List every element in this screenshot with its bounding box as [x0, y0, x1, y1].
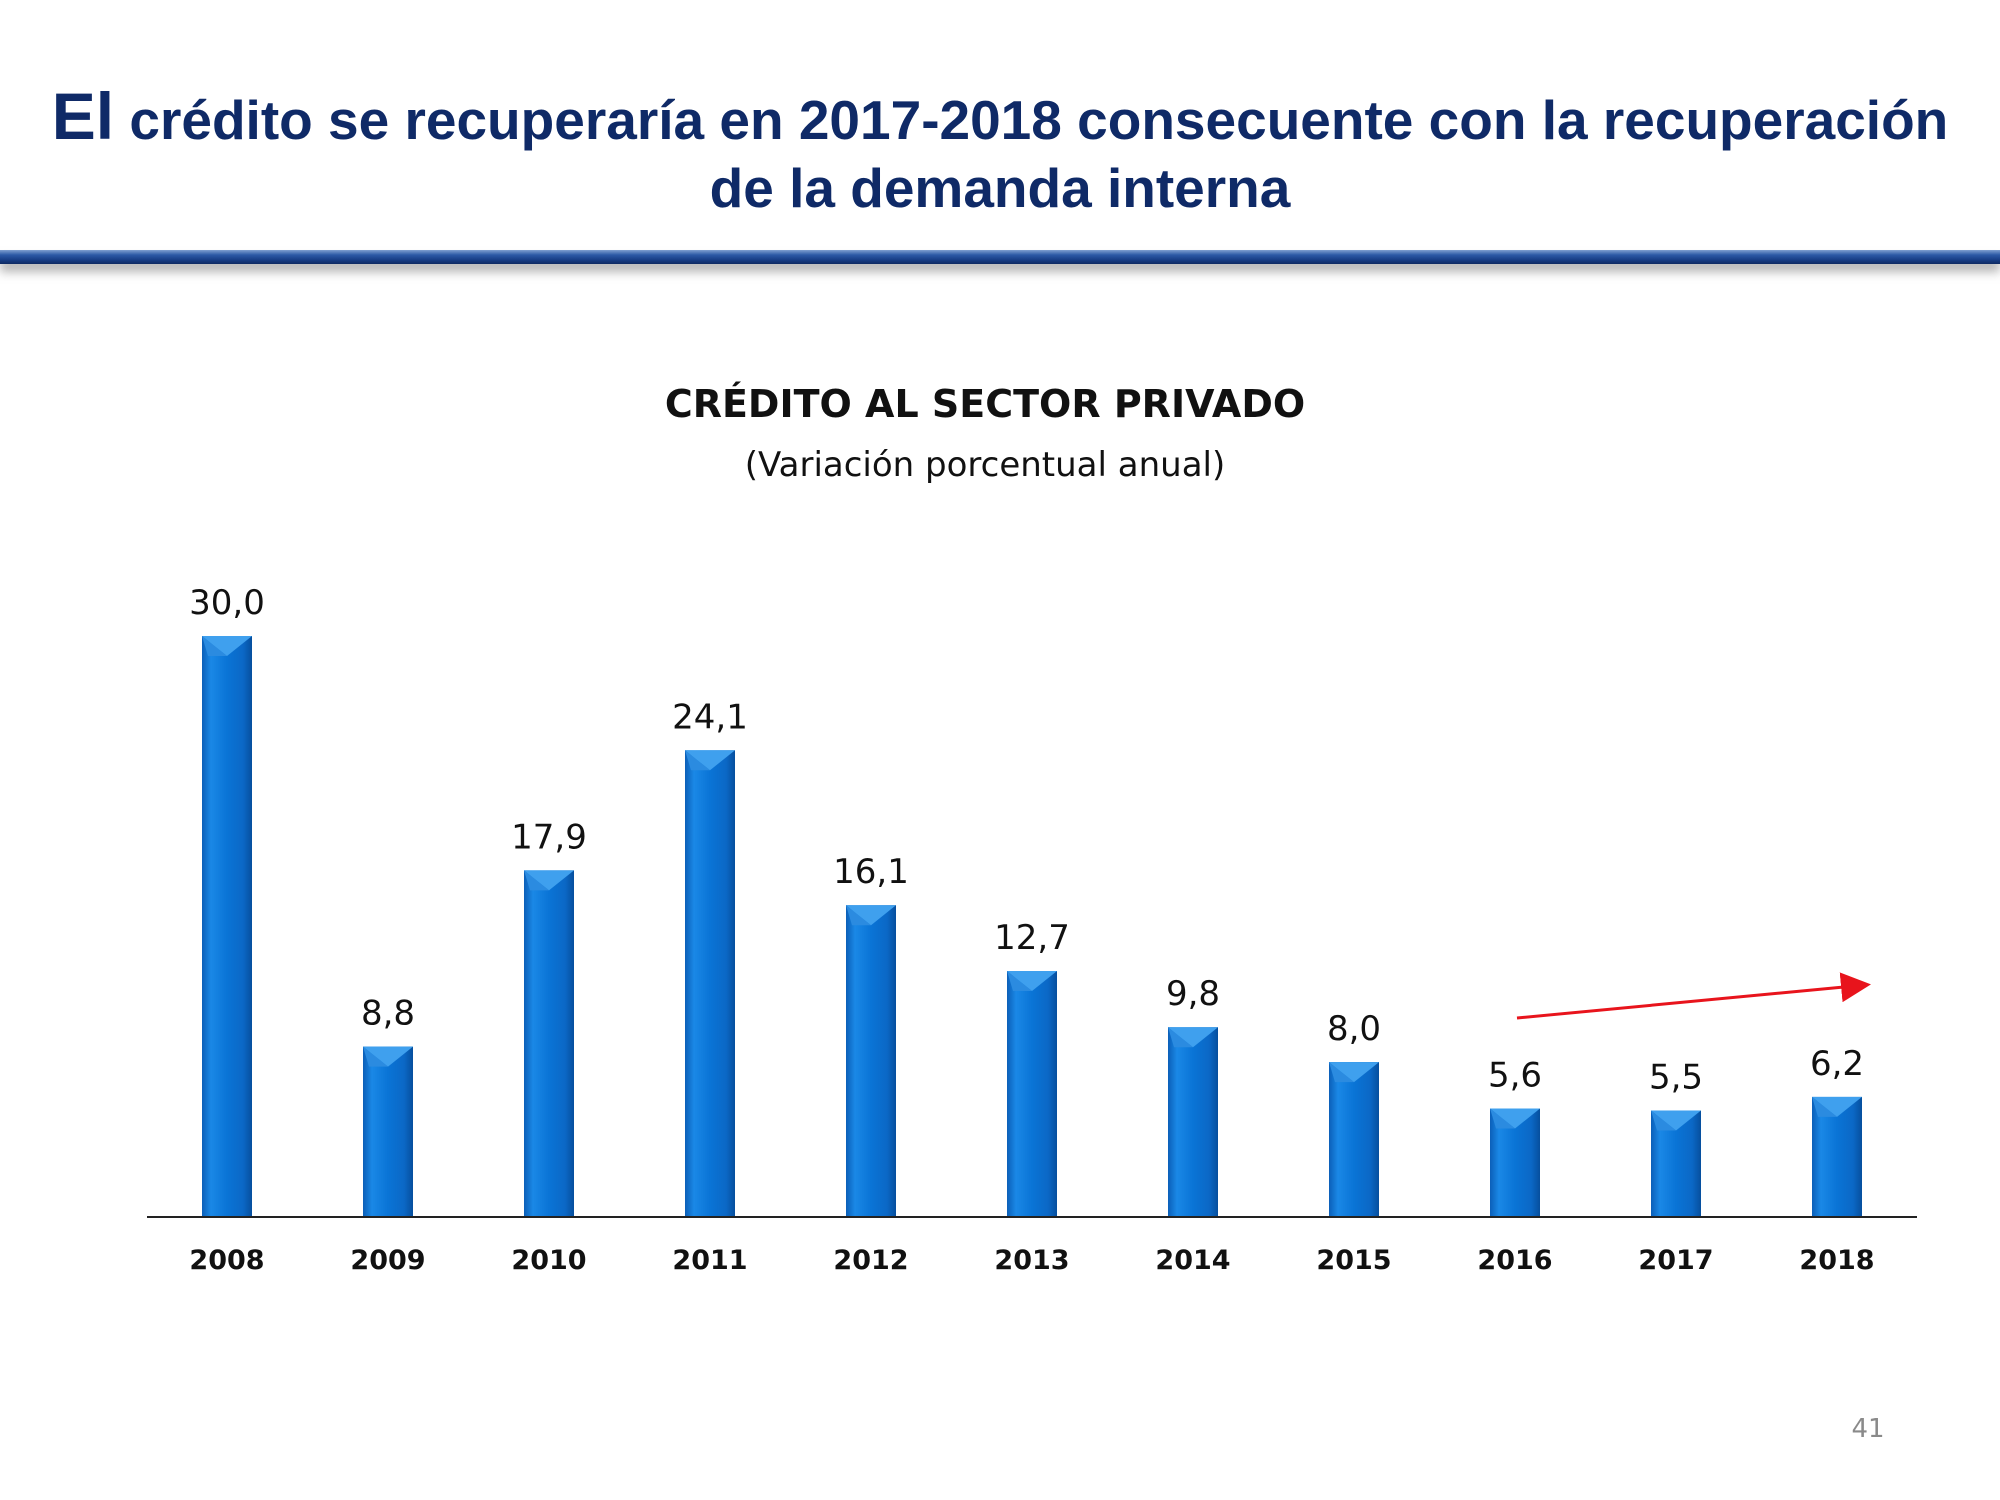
bar-2017	[1651, 1110, 1701, 1217]
bar-cap	[846, 905, 896, 926]
bar-body	[1812, 1096, 1862, 1217]
slide-title-lead: El	[51, 79, 115, 153]
data-label-2011: 24,1	[672, 697, 748, 737]
trend-arrow	[1516, 972, 1871, 1020]
bar-2013	[1007, 971, 1057, 1217]
bar-body	[1007, 971, 1057, 1217]
x-tick-label-2017: 2017	[1638, 1245, 1713, 1276]
x-tick-label-2008: 2008	[189, 1245, 264, 1276]
bar-cap	[1490, 1108, 1540, 1129]
x-tick-label-2012: 2012	[833, 1245, 908, 1276]
bar-cap	[202, 636, 252, 656]
x-tick-label-2009: 2009	[350, 1245, 425, 1276]
x-tick-label-2018: 2018	[1799, 1245, 1874, 1276]
bar-cap-left	[1168, 1027, 1193, 1048]
bar-body	[1168, 1027, 1218, 1217]
x-tick-label-2016: 2016	[1477, 1245, 1552, 1276]
bar-2011	[685, 750, 735, 1217]
data-label-2015: 8,0	[1327, 1009, 1381, 1049]
bar-body	[846, 905, 896, 1217]
bar-2009	[363, 1046, 413, 1217]
data-label-2010: 17,9	[511, 817, 587, 857]
bar-cap-left	[1812, 1096, 1837, 1117]
data-label-2016: 5,6	[1488, 1056, 1542, 1096]
bar-cap-left	[1651, 1110, 1676, 1131]
bar-cap-left	[685, 750, 710, 771]
bar-body	[202, 636, 252, 1217]
bar-cap-left	[846, 905, 871, 926]
bar-2014	[1168, 1027, 1218, 1217]
bar-body	[363, 1046, 413, 1217]
data-label-2013: 12,7	[994, 918, 1070, 958]
x-tick-label-2014: 2014	[1155, 1245, 1230, 1276]
data-label-2014: 9,8	[1166, 974, 1220, 1014]
bar-cap	[1168, 1027, 1218, 1048]
bar-2015	[1329, 1062, 1379, 1217]
x-tick-label-2015: 2015	[1316, 1245, 1391, 1276]
data-label-2008: 30,0	[189, 583, 265, 623]
chart-title: CRÉDITO AL SECTOR PRIVADO	[664, 382, 1306, 426]
bar-cap	[1007, 971, 1057, 992]
bar-cap	[1651, 1110, 1701, 1131]
x-tick-label-2013: 2013	[994, 1245, 1069, 1276]
bar-cap-left	[524, 870, 549, 891]
slide-title: El crédito se recuperaría en 2017-2018 c…	[0, 82, 2000, 222]
bar-2018	[1812, 1096, 1862, 1217]
data-label-2018: 6,2	[1810, 1044, 1864, 1084]
page-number: 41	[1851, 1414, 1885, 1444]
bar-cap-left	[1007, 971, 1032, 992]
bar-cap	[1812, 1096, 1862, 1117]
bar-body	[524, 870, 574, 1217]
bar-cap-left	[363, 1046, 388, 1067]
bar-cap-left	[1490, 1108, 1515, 1129]
bar-body	[685, 750, 735, 1217]
title-divider	[0, 250, 2000, 264]
bar-cap-left	[202, 636, 227, 656]
data-label-2017: 5,5	[1649, 1057, 1703, 1097]
bar-2008	[202, 636, 252, 1217]
bar-2010	[524, 870, 574, 1217]
bar-cap-left	[1329, 1062, 1354, 1083]
x-tick-label-2011: 2011	[672, 1245, 747, 1276]
x-tick-label-2010: 2010	[511, 1245, 586, 1276]
chart-subtitle: (Variación porcentual anual)	[744, 445, 1226, 485]
slide-title-rest: crédito se recuperaría en 2017-2018 cons…	[114, 89, 1949, 151]
bar-cap	[1329, 1062, 1379, 1083]
data-label-2009: 8,8	[361, 994, 415, 1034]
bar-cap	[524, 870, 574, 891]
bar-2016	[1490, 1108, 1540, 1217]
data-label-2012: 16,1	[833, 852, 909, 892]
slide-title-line2: de la demanda interna	[709, 157, 1291, 219]
bar-cap	[363, 1046, 413, 1067]
bar-body	[1329, 1062, 1379, 1217]
bar-cap	[685, 750, 735, 771]
bar-2012	[846, 905, 896, 1217]
